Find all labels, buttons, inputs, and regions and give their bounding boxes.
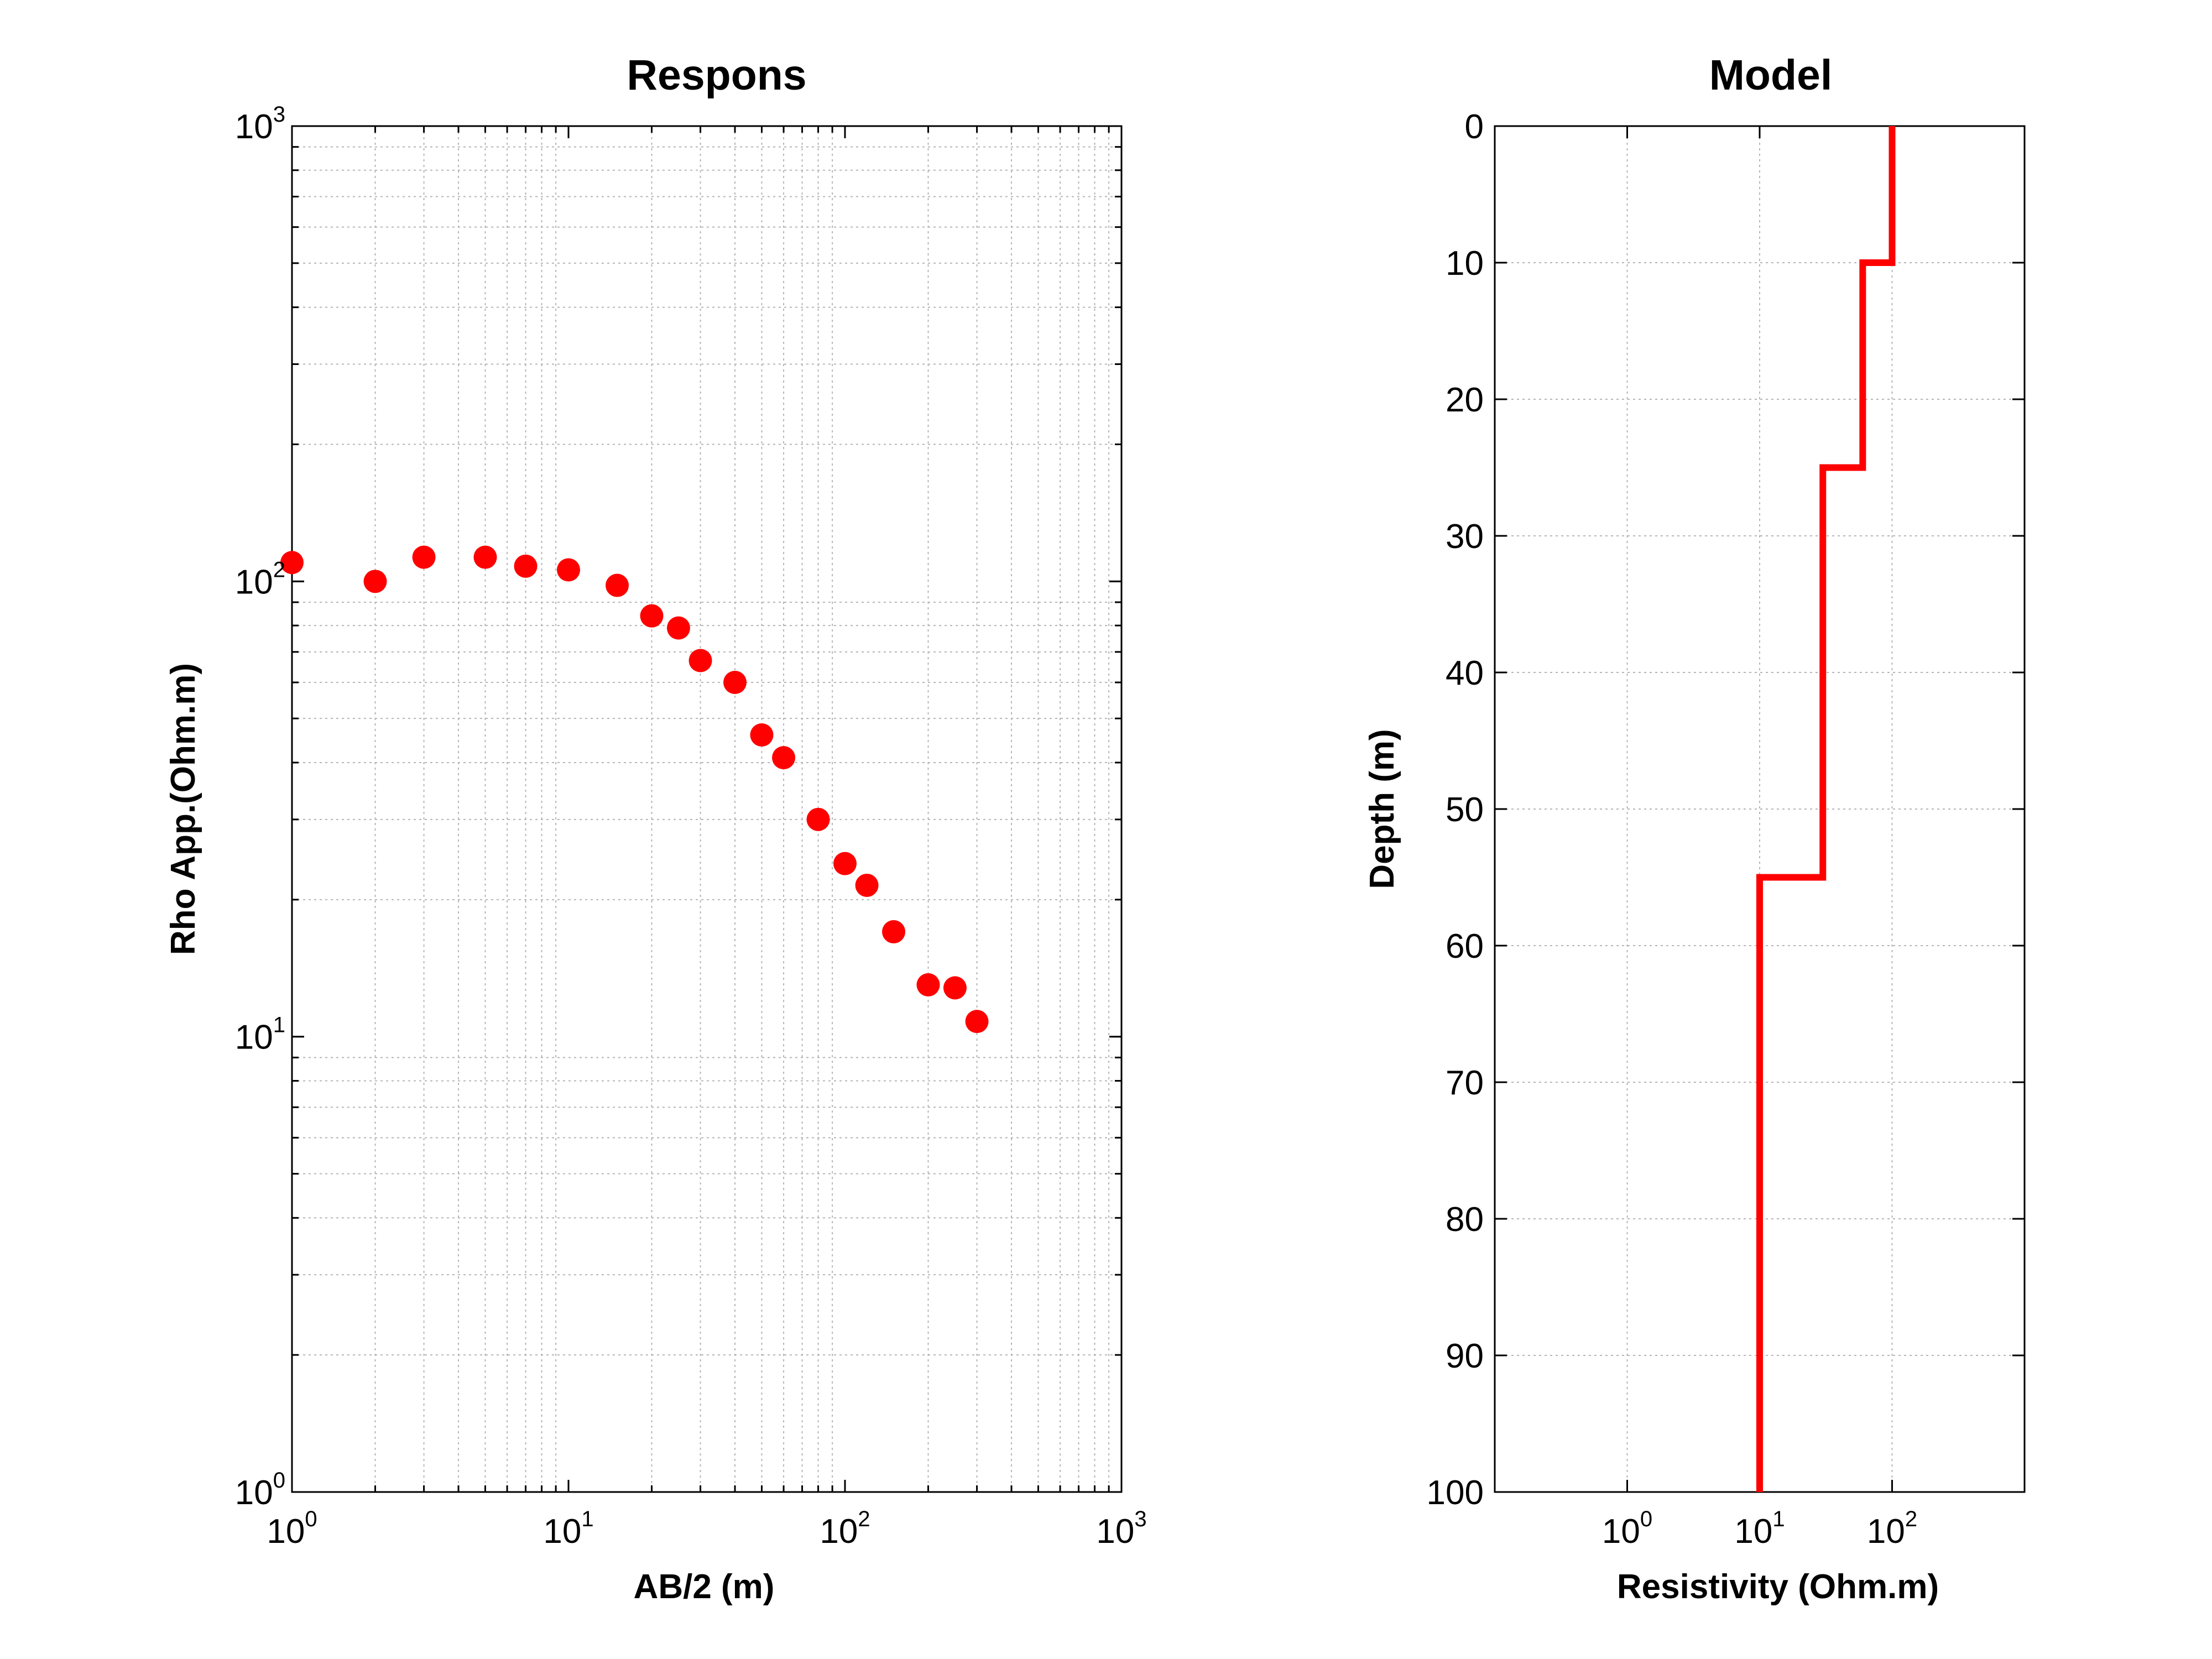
respons-x-axis-label: AB/2 (m) [634,1568,775,1606]
data-point [688,649,712,672]
respons-x-tick-label: 102 [820,1507,870,1551]
resistivity-model-line [1756,126,1896,1492]
model-y-tick-label: 10 [1446,244,1484,283]
respons-x-tick-label-exponent: 3 [1134,1507,1146,1531]
model-x-tick-labels: 100 101 102 [1602,1507,1917,1551]
model-y-tick-label: 40 [1446,654,1484,692]
data-point [916,973,940,997]
data-point [280,551,304,575]
data-point [965,1010,989,1034]
model-y-tick-label: 50 [1446,791,1484,829]
data-point [943,976,967,1000]
data-point [412,545,436,569]
respons-grid [292,126,1121,1492]
model-x-tick-label: 101 [1734,1507,1785,1551]
data-point [806,807,830,831]
model-x-tick-label-exponent: 1 [1772,1507,1785,1531]
respons-y-tick-label-base: 10 [235,563,273,601]
model-x-tick-label-base: 10 [1867,1512,1905,1551]
respons-x-tick-labels: 100 101 102 103 [267,1507,1146,1551]
respons-x-tick-label: 103 [1096,1507,1146,1551]
model-y-tick-label: 70 [1446,1064,1484,1102]
respons-x-tick-label-base: 10 [267,1512,305,1551]
respons-x-tick-label-base: 10 [820,1512,858,1551]
respons-y-tick-label-base: 10 [235,1474,273,1512]
model-y-tick-label: 80 [1446,1201,1484,1239]
model-x-tick-label: 102 [1867,1507,1917,1551]
respons-y-tick-label: 102 [235,557,285,601]
data-point [882,920,906,943]
data-point [640,604,664,628]
model-x-axis-label: Resistivity (Ohm.m) [1617,1568,1939,1606]
respons-y-tick-label-exponent: 3 [273,102,285,127]
data-point [606,573,629,597]
respons-y-tick-label: 101 [235,1013,285,1057]
model-x-tick-label-exponent: 2 [1905,1507,1917,1531]
data-point [833,852,857,875]
respons-x-tick-label-exponent: 2 [858,1507,870,1531]
model-y-tick-label: 100 [1427,1474,1484,1512]
respons-tick-marks [291,125,1123,1493]
model-x-tick-label: 100 [1602,1507,1652,1551]
respons-x-tick-label-base: 10 [1096,1512,1134,1551]
model-y-tick-label: 20 [1446,381,1484,419]
respons-x-tick-label: 101 [543,1507,593,1551]
model-y-tick-labels: 0 10 20 30 40 50 60 70 80 90 100 [1427,108,1484,1512]
respons-data-points [280,545,989,1034]
respons-y-tick-label-base: 10 [235,1019,273,1057]
model-x-tick-label-exponent: 0 [1640,1507,1652,1531]
respons-x-tick-label-exponent: 1 [581,1507,593,1531]
data-point [772,746,796,770]
data-point [666,616,690,640]
data-point [363,570,387,593]
model-x-tick-label-base: 10 [1734,1512,1772,1551]
respons-y-tick-label-exponent: 2 [273,557,285,582]
model-x-tick-label-base: 10 [1602,1512,1640,1551]
respons-y-axis-label: Rho App.(Ohm.m) [164,663,202,955]
data-point [514,554,538,578]
respons-y-tick-label-exponent: 1 [273,1013,285,1037]
data-point [557,558,580,582]
respons-y-tick-label: 103 [235,102,285,146]
data-point [855,873,879,897]
data-point [723,670,747,694]
model-y-tick-label: 60 [1446,927,1484,966]
data-point [473,545,497,569]
data-point [750,723,774,747]
respons-y-tick-label: 100 [235,1468,285,1512]
model-grid [1495,126,2025,1492]
respons-plot-frame [291,125,1123,1493]
model-y-axis-label: Depth (m) [1363,729,1401,889]
model-y-tick-label: 0 [1465,108,1484,146]
respons-x-tick-label-base: 10 [543,1512,581,1551]
model-y-tick-label: 90 [1446,1337,1484,1375]
respons-x-tick-label: 100 [267,1507,317,1551]
model-title: Model [1709,51,1832,99]
respons-y-tick-label-base: 10 [235,108,273,146]
model-y-tick-label: 30 [1446,518,1484,556]
respons-y-tick-label-exponent: 0 [273,1468,285,1493]
respons-title: Respons [627,51,806,99]
respons-x-tick-label-exponent: 0 [305,1507,317,1531]
